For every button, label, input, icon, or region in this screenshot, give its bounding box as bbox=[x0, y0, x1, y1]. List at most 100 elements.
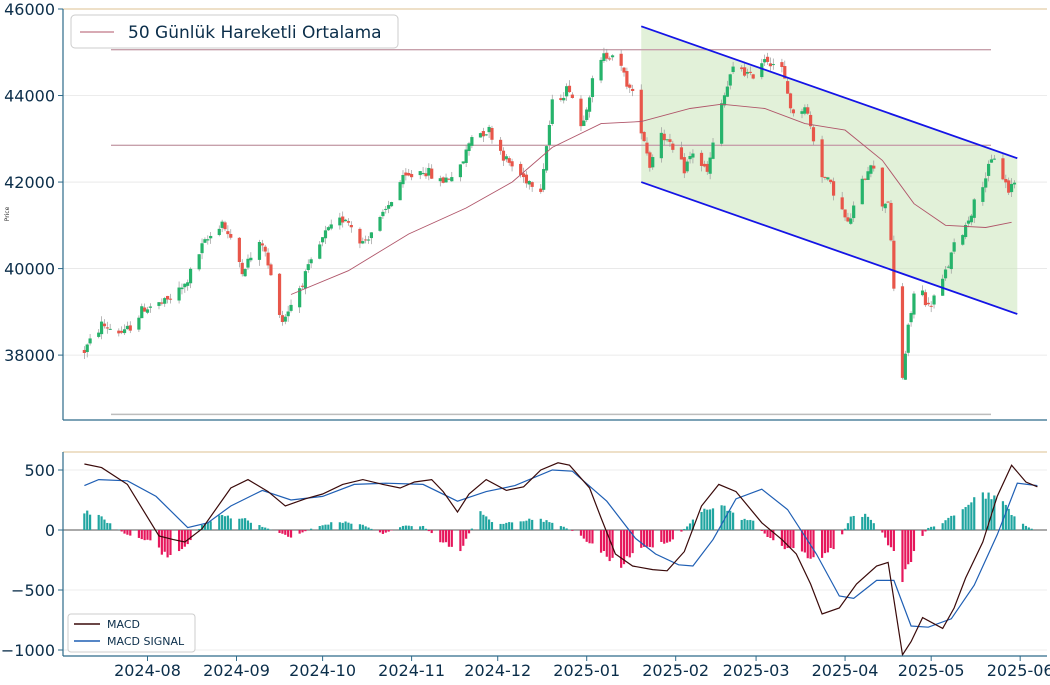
histogram-bar-negative bbox=[913, 530, 915, 551]
histogram-bar-positive bbox=[339, 522, 341, 530]
candle-down bbox=[749, 72, 752, 73]
candle-down bbox=[622, 68, 625, 73]
histogram-bar-negative bbox=[167, 530, 169, 557]
histogram-bar-positive bbox=[870, 520, 872, 530]
histogram-bar-positive bbox=[563, 527, 565, 530]
candle-down bbox=[531, 182, 534, 187]
candle-up bbox=[987, 164, 990, 176]
candle-down bbox=[812, 127, 815, 141]
histogram-bar-positive bbox=[106, 523, 108, 530]
candle-down bbox=[410, 174, 413, 177]
histogram-bar-negative bbox=[149, 530, 151, 540]
candle-up bbox=[338, 218, 341, 226]
candle-up bbox=[467, 143, 470, 151]
histogram-bar-positive bbox=[267, 529, 269, 530]
histogram-bar-negative bbox=[144, 530, 146, 540]
candle-down bbox=[864, 179, 867, 180]
candle-down bbox=[269, 264, 272, 275]
histogram-bar-negative bbox=[138, 530, 140, 538]
candle-down bbox=[347, 221, 350, 223]
histogram-bar-positive bbox=[224, 516, 226, 530]
histogram-bar-negative bbox=[181, 530, 183, 549]
candle-down bbox=[706, 164, 709, 172]
histogram-bar-positive bbox=[419, 526, 421, 530]
candle-down bbox=[83, 350, 86, 353]
candle-down bbox=[806, 107, 809, 113]
candle-up bbox=[611, 55, 614, 57]
histogram-bar-negative bbox=[459, 530, 461, 551]
candle-up bbox=[307, 264, 310, 270]
candle-up bbox=[206, 239, 209, 240]
histogram-bar-positive bbox=[471, 529, 473, 530]
candle-up bbox=[399, 182, 402, 200]
candle-up bbox=[390, 202, 393, 206]
histogram-bar-positive bbox=[491, 522, 493, 530]
candle-down bbox=[872, 166, 875, 169]
candle-up bbox=[861, 179, 864, 204]
candle-up bbox=[732, 67, 735, 72]
histogram-bar-positive bbox=[359, 524, 361, 530]
histogram-bar-negative bbox=[588, 530, 590, 543]
histogram-bar-positive bbox=[560, 526, 562, 530]
candle-up bbox=[746, 72, 749, 74]
candle-up bbox=[109, 329, 112, 330]
candle-down bbox=[350, 225, 353, 227]
histogram-bar-positive bbox=[965, 507, 967, 530]
histogram-bar-negative bbox=[910, 530, 912, 562]
histogram-bar-negative bbox=[789, 530, 791, 548]
histogram-bar-negative bbox=[832, 530, 834, 549]
candle-up bbox=[209, 236, 212, 238]
candle-up bbox=[993, 159, 996, 160]
histogram-bar-positive bbox=[712, 508, 714, 530]
price-y-tick-label: 42000 bbox=[4, 173, 55, 192]
histogram-bar-negative bbox=[448, 530, 450, 547]
candle-up bbox=[450, 177, 453, 181]
histogram-bar-positive bbox=[993, 495, 995, 530]
x-tick-label: 2025-03 bbox=[723, 661, 790, 680]
candle-down bbox=[829, 180, 832, 182]
candle-down bbox=[680, 147, 683, 159]
candle-down bbox=[648, 152, 651, 167]
candle-up bbox=[961, 235, 964, 245]
candle-up bbox=[869, 165, 872, 173]
candle-up bbox=[186, 282, 189, 286]
histogram-bar-positive bbox=[485, 516, 487, 530]
histogram-bar-positive bbox=[950, 516, 952, 530]
histogram-bar-negative bbox=[385, 530, 387, 533]
histogram-bar-negative bbox=[301, 530, 303, 532]
candle-down bbox=[1004, 179, 1007, 182]
histogram-bar-negative bbox=[626, 530, 628, 556]
histogram-bar-positive bbox=[247, 520, 249, 530]
candle-up bbox=[984, 178, 987, 187]
candle-up bbox=[221, 222, 224, 228]
histogram-bar-negative bbox=[609, 530, 611, 561]
candle-up bbox=[803, 107, 806, 113]
x-tick-label: 2024-11 bbox=[378, 661, 445, 680]
x-tick-label: 2024-12 bbox=[464, 661, 531, 680]
candle-up bbox=[909, 313, 912, 322]
candle-down bbox=[605, 53, 608, 59]
candle-down bbox=[278, 274, 281, 315]
candle-down bbox=[683, 157, 686, 173]
candle-up bbox=[330, 224, 333, 228]
candle-up bbox=[246, 259, 249, 268]
candle-up bbox=[729, 74, 732, 85]
histogram-bar-positive bbox=[520, 521, 522, 530]
histogram-bar-positive bbox=[89, 515, 91, 530]
candle-down bbox=[364, 239, 367, 240]
histogram-bar-positive bbox=[528, 519, 530, 530]
histogram-bar-negative bbox=[792, 530, 794, 548]
histogram-bar-positive bbox=[261, 527, 263, 530]
candle-up bbox=[367, 240, 370, 241]
histogram-bar-negative bbox=[904, 530, 906, 569]
candle-down bbox=[510, 161, 513, 166]
candle-up bbox=[419, 171, 422, 175]
candle-down bbox=[160, 302, 163, 303]
candle-up bbox=[149, 307, 152, 308]
histogram-bar-negative bbox=[379, 530, 381, 532]
candle-up bbox=[324, 230, 327, 238]
histogram-bar-negative bbox=[158, 530, 160, 548]
candle-up bbox=[444, 178, 447, 183]
histogram-bar-positive bbox=[319, 526, 321, 530]
